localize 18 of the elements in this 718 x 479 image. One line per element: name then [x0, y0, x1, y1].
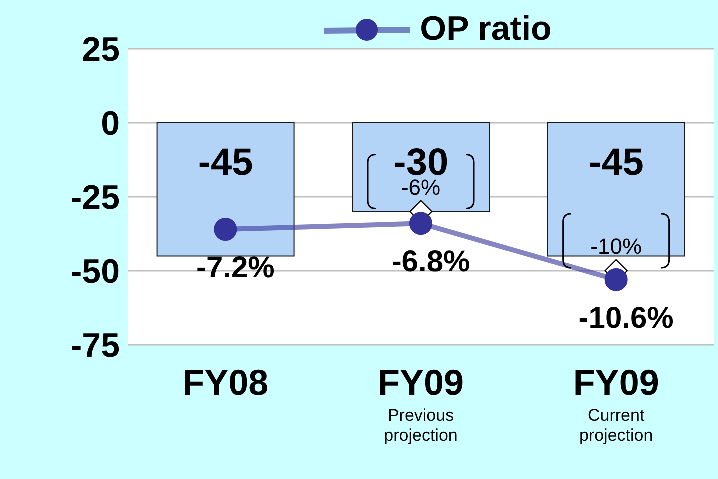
- x-tick-label: FY09 Current projection: [573, 362, 660, 445]
- x-tick-label: FY09 Previous projection: [378, 362, 464, 445]
- data-label: -45: [589, 142, 644, 184]
- x-tick-label: FY08: [182, 362, 269, 403]
- point: [410, 212, 432, 236]
- y-tick-label: -75: [70, 327, 120, 366]
- data-label: -45: [198, 142, 254, 184]
- data-label: -6.8%: [392, 246, 470, 279]
- data-label: -10%: [590, 234, 642, 259]
- point: [214, 218, 238, 242]
- y-tick-label: 25: [82, 31, 120, 70]
- legend-label: OP ratio: [420, 10, 552, 49]
- data-label: -10.6%: [578, 302, 674, 335]
- point: [604, 268, 628, 292]
- y-tick-label: 0: [101, 105, 120, 144]
- y-tick-label: -50: [70, 253, 120, 292]
- y-tick-label: -25: [70, 179, 120, 218]
- data-label: -7.2%: [196, 252, 275, 285]
